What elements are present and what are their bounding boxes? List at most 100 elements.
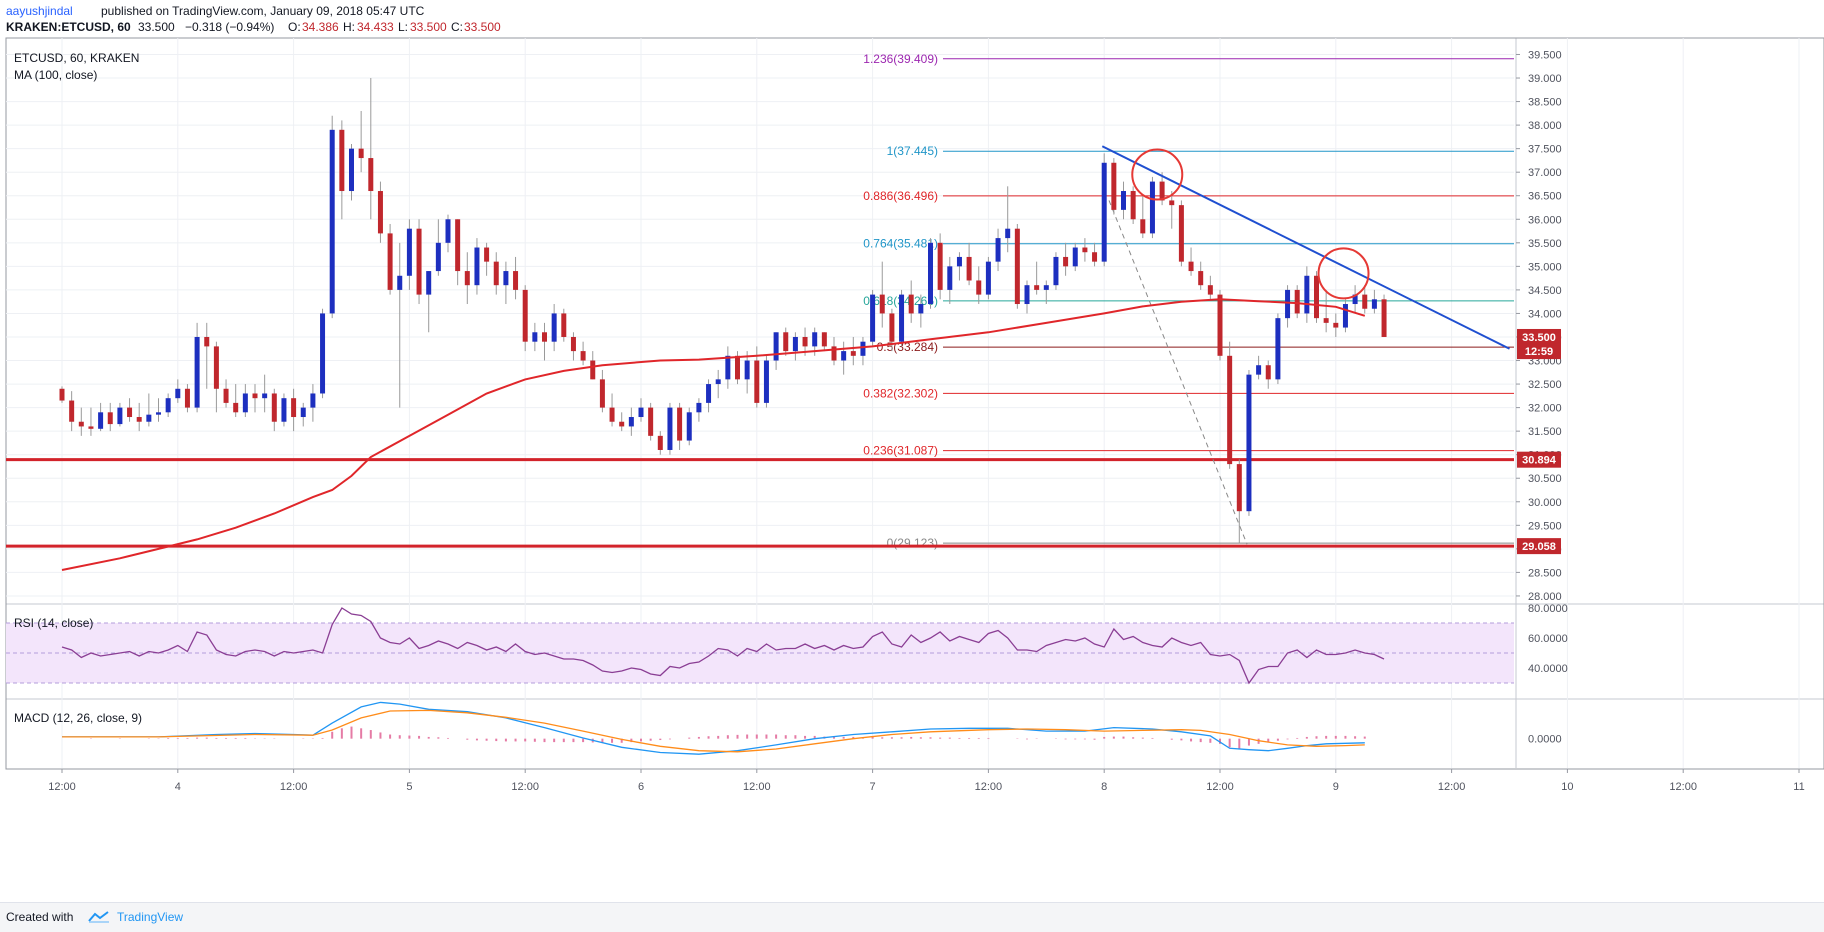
candle-body xyxy=(117,407,123,425)
candle-body xyxy=(966,256,972,281)
candle-body xyxy=(397,275,403,290)
price-axis-label: 35.000 xyxy=(1528,261,1562,273)
candle-body xyxy=(696,402,702,413)
candle-body xyxy=(1285,289,1291,319)
candle-body xyxy=(281,398,287,422)
candle-body xyxy=(513,271,519,290)
tradingview-logo-icon xyxy=(88,911,109,923)
close-value: 33.500 xyxy=(464,20,501,34)
price-tag-box xyxy=(1517,328,1561,345)
time-axis-label: 7 xyxy=(870,781,876,793)
price-axis-label: 34.000 xyxy=(1528,308,1562,320)
candle-body xyxy=(406,228,412,276)
price-axis-label: 36.500 xyxy=(1528,191,1562,203)
candle-body xyxy=(1294,289,1300,314)
candle-body xyxy=(223,388,229,403)
candle-body xyxy=(1342,304,1348,328)
candle-body xyxy=(387,233,393,290)
fib-level-label: 1(37.445) xyxy=(887,144,938,158)
candle-body xyxy=(184,388,190,408)
candle-body xyxy=(812,332,818,347)
candle-body xyxy=(377,191,383,234)
time-axis-label: 12:00 xyxy=(1438,781,1466,793)
price-axis-label: 37.500 xyxy=(1528,144,1562,156)
candle-body xyxy=(271,393,277,422)
candle-body xyxy=(194,336,200,408)
candle-body xyxy=(995,238,1001,262)
candle-body xyxy=(899,294,905,342)
price-change: −0.318 (−0.94%) xyxy=(185,20,275,34)
candle-body xyxy=(947,266,953,290)
candle-body xyxy=(773,332,779,361)
candle-body xyxy=(59,388,65,401)
candle-body xyxy=(69,400,75,422)
candle-body xyxy=(609,407,615,422)
published-info: published on TradingView.com, January 09… xyxy=(101,4,425,18)
open-label: O: xyxy=(288,20,301,34)
price-tag-label: 33.500 xyxy=(1522,332,1556,344)
candle-body xyxy=(725,355,731,380)
candle-body xyxy=(735,355,740,380)
candle-body xyxy=(763,360,769,403)
candle-body xyxy=(744,360,750,380)
candle-body xyxy=(648,407,654,436)
candle-body xyxy=(339,129,345,192)
candle-body xyxy=(1169,200,1175,206)
price-axis-label: 32.000 xyxy=(1528,403,1562,415)
candle-body xyxy=(329,129,335,314)
candle-body xyxy=(1207,285,1213,295)
candle-body xyxy=(464,271,470,286)
candle-body xyxy=(474,247,480,286)
time-axis-label: 5 xyxy=(406,781,412,793)
candle-body xyxy=(1159,181,1165,201)
candle-body xyxy=(1111,162,1117,210)
candle-body xyxy=(1092,252,1098,262)
price-axis-label: 32.500 xyxy=(1528,379,1562,391)
fib-level-label: 1.236(39.409) xyxy=(863,52,938,66)
author-link[interactable]: aayushjindal xyxy=(6,4,73,18)
candle-body xyxy=(928,242,933,305)
price-tag-box xyxy=(1517,538,1561,555)
candle-body xyxy=(107,412,113,425)
tradingview-link[interactable]: TradingView xyxy=(117,910,184,924)
candle-body xyxy=(783,332,789,352)
candle-body xyxy=(368,158,374,192)
candle-body xyxy=(841,351,847,361)
candle-body xyxy=(657,435,663,450)
candle-body xyxy=(242,393,248,413)
candle-body xyxy=(1005,228,1011,239)
candle-body xyxy=(1323,318,1329,323)
candle-body xyxy=(1130,191,1136,220)
time-axis-label: 6 xyxy=(638,781,644,793)
candle-body xyxy=(300,407,306,418)
candle-body xyxy=(1053,256,1059,286)
candle-body xyxy=(860,341,866,356)
price-axis-label: 30.500 xyxy=(1528,473,1562,485)
candle-body xyxy=(831,346,837,361)
price-axis-label: 36.000 xyxy=(1528,214,1562,226)
candle-body xyxy=(956,256,962,267)
candle-body xyxy=(918,304,924,314)
candle-body xyxy=(985,261,991,295)
macd-axis-label: 0.0000 xyxy=(1528,734,1562,746)
candle-body xyxy=(1265,365,1271,380)
low-value: 33.500 xyxy=(410,20,447,34)
candle-body xyxy=(175,388,181,399)
chart-frame xyxy=(5,37,1824,770)
candle-body xyxy=(667,407,673,450)
chart-symbol-label: ETCUSD, 60, KRAKEN xyxy=(14,51,139,65)
candle-body xyxy=(1352,294,1358,305)
time-axis-label: 11 xyxy=(1793,781,1804,793)
fib-level-label: 0.886(36.496) xyxy=(863,189,938,203)
candle-body xyxy=(1140,219,1146,234)
candle-body xyxy=(358,148,364,159)
time-axis-label: 12:00 xyxy=(743,781,771,793)
candle-body xyxy=(1227,355,1233,465)
rsi-line xyxy=(61,607,1385,685)
fib-level-label: 0.764(35.481) xyxy=(863,237,938,251)
candle-body xyxy=(1256,365,1262,375)
candle-body xyxy=(1381,299,1387,337)
candle-body xyxy=(1149,181,1155,234)
price-axis-label: 34.500 xyxy=(1528,285,1562,297)
